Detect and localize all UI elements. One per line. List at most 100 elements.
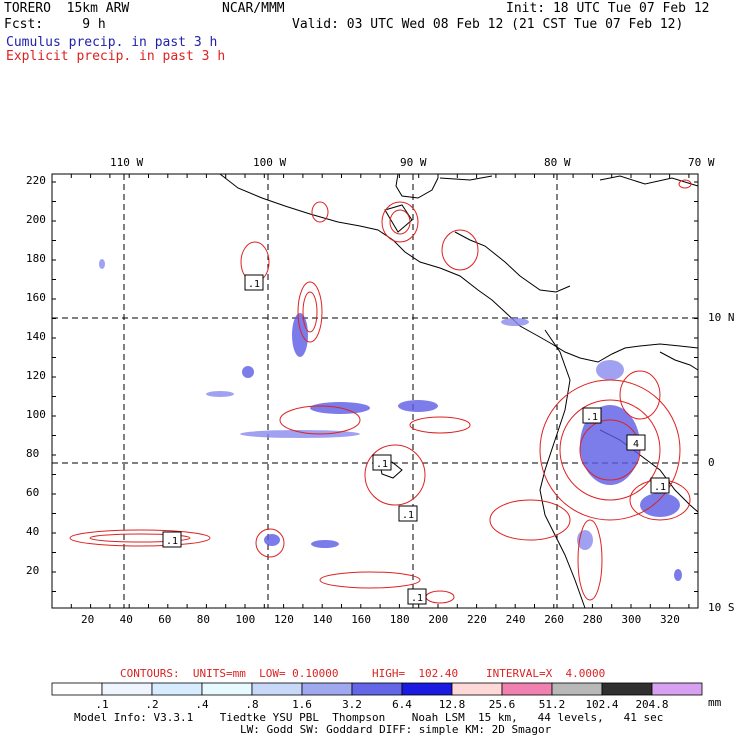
y-axis-label: 160 (26, 291, 46, 304)
colorbar-label: 6.4 (392, 698, 412, 711)
cumulus-blob (206, 391, 234, 397)
contour-label-text: .1 (586, 412, 598, 423)
cumulus-precip-shading (99, 259, 682, 581)
lon-label: 90 W (400, 156, 427, 169)
x-axis-label: 220 (467, 613, 487, 626)
contour-label-boxes: .1 .1 .1 .1 .1 .1 4 .1 (162, 274, 670, 605)
valid-time: Valid: 03 UTC Wed 08 Feb 12 (21 CST Tue … (292, 17, 684, 32)
x-axis-label: 60 (158, 613, 172, 626)
model-info: Model Info: V3.3.1 Tiedtke YSU PBL Thomp… (74, 711, 664, 724)
y-axis-label: 100 (26, 408, 46, 421)
x-axis-label: 20 (81, 613, 95, 626)
colorbar-label: 12.8 (438, 698, 466, 711)
x-axis-label: 120 (274, 613, 294, 626)
center-name: NCAR/MMM (222, 1, 285, 16)
contour-label-box (626, 434, 646, 451)
cumulus-blob (264, 534, 280, 546)
lat-label: 0 (708, 456, 715, 469)
lon-label: 110 W (110, 156, 144, 169)
x-axis-label: 80 (196, 613, 211, 626)
contour-units: CONTOURS: UNITS=mm LOW= 0.10000 (120, 667, 339, 680)
colorbar-label: .4 (195, 698, 209, 711)
colorbar-label: .1 (95, 698, 109, 711)
colorbar-swatch (651, 682, 703, 696)
contour-high: HIGH= 102.40 (372, 667, 459, 680)
colorbar-swatch (101, 682, 153, 696)
precip-colorbar (51, 682, 703, 696)
coastlines (219, 173, 699, 609)
contour-label-box (398, 505, 418, 522)
cumulus-blob (501, 318, 529, 326)
init-time: Init: 18 UTC Tue 07 Feb 12 (506, 1, 710, 16)
forecast-hour: Fcst: 9 h (4, 17, 106, 32)
colorbar-label: 1.6 (292, 698, 312, 711)
colorbar-label: 25.6 (488, 698, 516, 711)
explicit-precip-contours (69, 179, 692, 604)
contour-label-text: .1 (402, 510, 414, 521)
colorbar-swatch (501, 682, 553, 696)
x-axis-label: 240 (505, 613, 526, 626)
x-axis-label: 300 (621, 613, 642, 626)
cumulus-legend: Cumulus precip. in past 3 h (6, 35, 218, 50)
colorbar-unit: mm (708, 696, 722, 709)
contour-label-box (582, 407, 602, 424)
colorbar-label: 3.2 (342, 698, 362, 711)
cumulus-blob (580, 405, 640, 485)
contour-label-text: .1 (411, 593, 423, 604)
cumulus-blob (674, 569, 682, 581)
y-axis-label: 220 (26, 174, 46, 187)
contour-label-text: .1 (248, 279, 260, 290)
contour-label-box (244, 274, 264, 291)
contour-label-box (650, 477, 670, 494)
colorbar-swatch (201, 682, 253, 696)
model-title: TORERO 15km ARW (4, 1, 130, 16)
contour-label-text: .1 (376, 459, 388, 470)
physics-info: LW: Godd SW: Goddard DIFF: simple KM: 2D… (240, 723, 552, 736)
colorbar-swatch (601, 682, 653, 696)
y-axis-label: 200 (26, 213, 46, 226)
colorbar-swatch (401, 682, 453, 696)
x-axis-label: 180 (389, 613, 410, 626)
contour-label-box (162, 531, 182, 548)
cumulus-blob (640, 493, 680, 517)
explicit-legend: Explicit precip. in past 3 h (6, 49, 226, 64)
colorbar-swatch (551, 682, 603, 696)
cumulus-blob (99, 259, 105, 269)
cumulus-blob (596, 360, 624, 380)
colorbar-label: 51.2 (538, 698, 566, 711)
axis-ticks (51, 174, 698, 608)
lon-label: 100 W (253, 156, 287, 169)
colorbar-label: .2 (145, 698, 159, 711)
x-axis-label: 280 (582, 613, 603, 626)
colorbar-label: 102.4 (585, 698, 619, 711)
cumulus-blob (398, 400, 438, 412)
colorbar-swatch (151, 682, 203, 696)
colorbar-swatch (251, 682, 303, 696)
colorbar-swatch (351, 682, 403, 696)
contour-label-text: .1 (654, 482, 666, 493)
x-axis-label: 320 (660, 613, 680, 626)
y-axis-label: 180 (26, 252, 46, 265)
contour-label-text: .1 (166, 536, 178, 547)
colorbar-label: 204.8 (635, 698, 669, 711)
x-axis-label: 100 (235, 613, 256, 626)
x-axis-label: 200 (428, 613, 449, 626)
y-axis-label: 120 (26, 369, 46, 382)
cumulus-blob (240, 430, 360, 438)
contour-label-text: 4 (633, 439, 639, 450)
plot-frame (51, 173, 699, 609)
y-axis-label: 140 (26, 330, 46, 343)
colorbar-swatch (451, 682, 503, 696)
lon-label: 80 W (544, 156, 571, 169)
lat-label: 10 N (708, 311, 735, 324)
cumulus-blob (311, 540, 339, 548)
x-axis-label: 260 (544, 613, 565, 626)
contour-interval: INTERVAL=X 4.0000 (486, 667, 606, 680)
y-axis-label: 20 (26, 564, 40, 577)
lon-label: 70 W (688, 156, 715, 169)
y-axis-label: 40 (26, 525, 40, 538)
x-axis-label: 40 (119, 613, 133, 626)
contour-label-box (407, 588, 427, 605)
x-axis-label: 140 (312, 613, 333, 626)
cumulus-blob (242, 366, 254, 378)
